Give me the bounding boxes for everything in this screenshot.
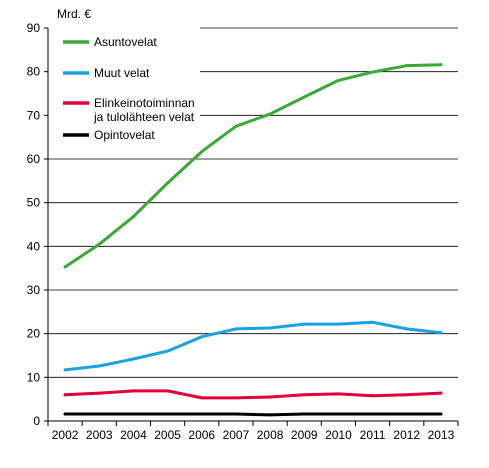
data-point-1-2004: [131, 357, 135, 361]
data-point-1-2009: [302, 322, 306, 326]
data-point-0-2002: [63, 265, 67, 269]
legend: Asuntovelat Muut velat Elinkeinotoiminnan j…: [63, 35, 195, 142]
data-point-3-2008: [268, 413, 272, 417]
legend-label-line-2-1: ja tulolähteen velat: [93, 110, 195, 124]
data-point-3-2002: [63, 412, 67, 416]
data-point-3-2010: [336, 412, 340, 416]
data-point-2-2010: [336, 392, 340, 396]
data-point-0-2011: [371, 70, 375, 74]
data-point-1-2008: [268, 326, 272, 330]
y-tick-label-70: 70: [27, 108, 41, 122]
gridlines: [48, 27, 458, 378]
data-point-1-2002: [63, 368, 67, 372]
data-point-0-2006: [200, 150, 204, 154]
legend-label-1: Muut velat: [94, 66, 150, 80]
y-tick-label-40: 40: [27, 239, 41, 253]
data-point-1-2012: [405, 327, 409, 331]
data-point-2-2007: [234, 396, 238, 400]
series-line-1: [63, 320, 443, 372]
data-point-0-2008: [268, 112, 272, 116]
data-point-2-2009: [302, 393, 306, 397]
series-line-3: [63, 412, 443, 417]
data-point-2-2002: [63, 393, 67, 397]
series-lines: [63, 63, 443, 417]
legend-label-0: Asuntovelat: [94, 35, 157, 49]
series-line-0: [63, 63, 443, 269]
data-point-2-2011: [371, 394, 375, 398]
data-point-3-2009: [302, 412, 306, 416]
data-point-2-2005: [166, 389, 170, 393]
x-tick-label-2006: 2006: [188, 428, 215, 442]
x-tick-label-2007: 2007: [223, 428, 250, 442]
data-point-3-2003: [97, 412, 101, 416]
x-tick-label-2009: 2009: [291, 428, 318, 442]
x-tick-label-2005: 2005: [154, 428, 181, 442]
y-tick-label-60: 60: [27, 152, 41, 166]
x-tick-label-2013: 2013: [428, 428, 455, 442]
x-tick-label-2008: 2008: [257, 428, 284, 442]
data-point-2-2012: [405, 393, 409, 397]
x-tick-label-2003: 2003: [86, 428, 113, 442]
data-point-1-2003: [97, 364, 101, 368]
y-tick-label-50: 50: [27, 196, 41, 210]
data-point-0-2009: [302, 95, 306, 99]
series-line-2: [63, 389, 443, 400]
data-point-3-2005: [166, 412, 170, 416]
y-tick-label-30: 30: [27, 283, 41, 297]
data-point-1-2006: [200, 335, 204, 339]
data-point-0-2013: [439, 63, 443, 67]
data-point-3-2007: [234, 412, 238, 416]
data-point-0-2003: [97, 242, 101, 246]
data-point-2-2013: [439, 391, 443, 395]
unit-label: Mrd. €: [57, 7, 91, 21]
y-tick-label-10: 10: [27, 370, 41, 384]
data-point-1-2010: [336, 322, 340, 326]
data-point-3-2004: [131, 412, 135, 416]
y-tick-label-20: 20: [27, 327, 41, 341]
y-tick-label-0: 0: [33, 414, 40, 428]
x-tick-label-2012: 2012: [393, 428, 420, 442]
x-tick-label-2011: 2011: [360, 428, 386, 442]
legend-label-2: Elinkeinotoiminnan ja tulolähteen velat: [93, 96, 195, 124]
data-point-2-2006: [200, 396, 204, 400]
data-point-0-2007: [234, 124, 238, 128]
x-tick-label-2002: 2002: [52, 428, 79, 442]
legend-label-3: Opintovelat: [94, 128, 155, 142]
data-point-3-2011: [371, 412, 375, 416]
data-point-2-2008: [268, 395, 272, 399]
legend-label-line-0-0: Asuntovelat: [94, 35, 157, 49]
data-point-3-2013: [439, 412, 443, 416]
legend-label-line-3-0: Opintovelat: [94, 128, 155, 142]
data-point-0-2004: [131, 215, 135, 219]
data-point-2-2004: [131, 389, 135, 393]
data-point-3-2012: [405, 412, 409, 416]
data-point-2-2003: [97, 391, 101, 395]
data-point-1-2013: [439, 331, 443, 335]
data-point-0-2005: [166, 181, 170, 185]
y-tick-label-90: 90: [27, 21, 41, 35]
data-point-1-2011: [371, 320, 375, 324]
x-tick-label-2010: 2010: [325, 428, 352, 442]
data-point-0-2012: [405, 64, 409, 68]
legend-label-line-2-0: Elinkeinotoiminnan: [94, 96, 195, 110]
axes: 0 10 20 30 40 50 60 70 80 90 2002 2003 2004 2005 2006 2…: [27, 21, 459, 442]
x-tick-label-2004: 2004: [120, 428, 147, 442]
legend-label-line-1-0: Muut velat: [94, 66, 150, 80]
data-point-1-2005: [166, 349, 170, 353]
data-point-1-2007: [234, 327, 238, 331]
data-point-3-2006: [200, 412, 204, 416]
data-point-0-2010: [336, 78, 340, 82]
y-tick-label-80: 80: [27, 65, 41, 79]
